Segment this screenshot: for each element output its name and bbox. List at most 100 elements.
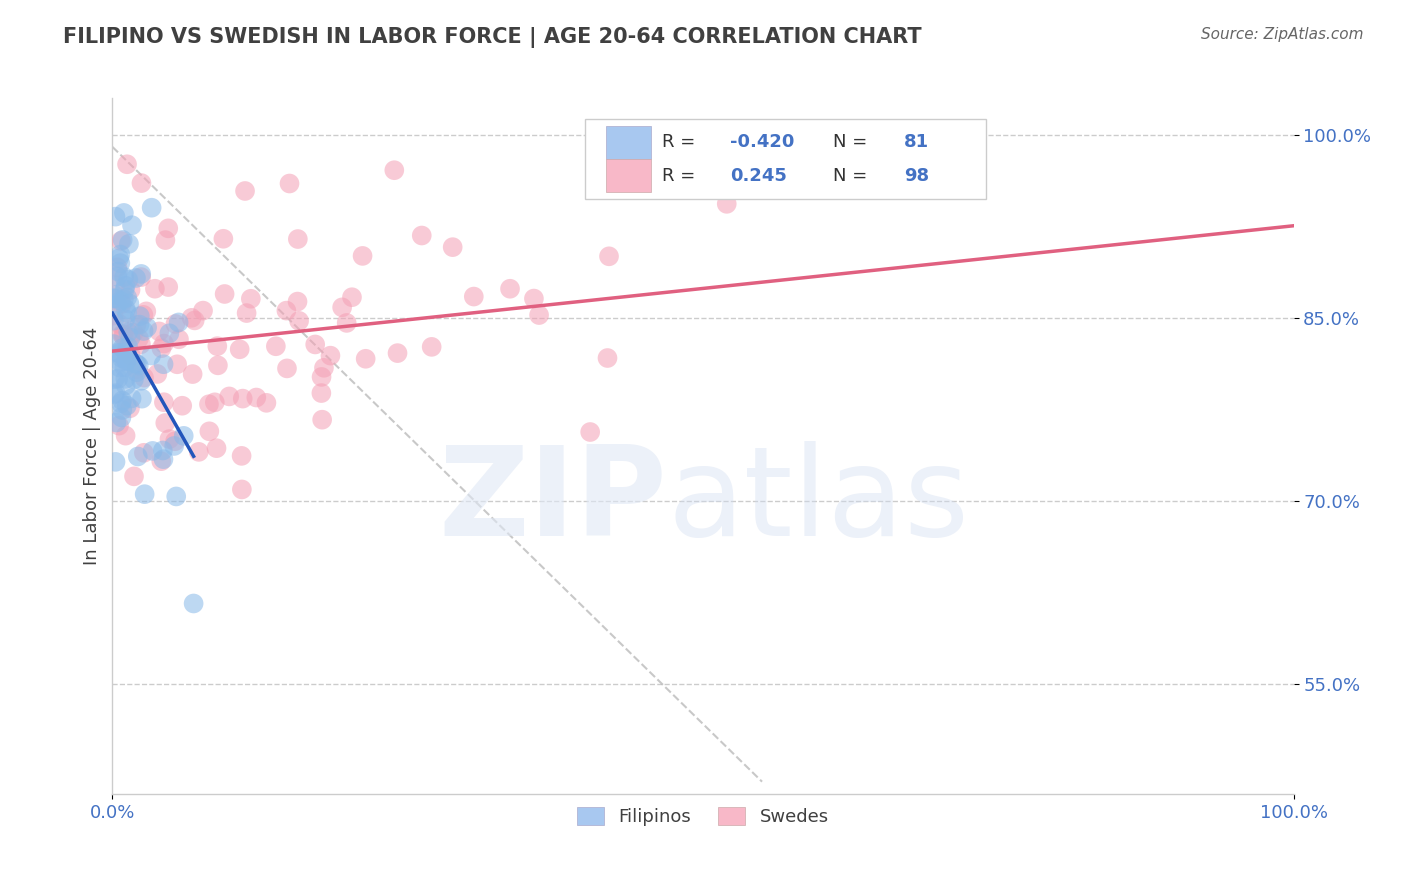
Point <box>107 345 129 359</box>
Text: N =: N = <box>832 167 868 185</box>
FancyBboxPatch shape <box>606 159 651 192</box>
Point <box>103 309 125 323</box>
Point <box>141 349 163 363</box>
Point <box>111 327 134 342</box>
Point <box>165 317 187 331</box>
Point <box>146 367 169 381</box>
Point <box>117 340 139 354</box>
Point <box>150 341 173 355</box>
Point <box>387 346 409 360</box>
Point <box>288 314 311 328</box>
Point <box>239 292 262 306</box>
Point <box>245 391 267 405</box>
Point <box>304 337 326 351</box>
Point <box>311 412 333 426</box>
Point <box>114 372 136 386</box>
Legend: Filipinos, Swedes: Filipinos, Swedes <box>569 800 837 833</box>
Point <box>103 292 125 306</box>
Point <box>340 290 363 304</box>
Point <box>319 349 342 363</box>
Point <box>527 308 550 322</box>
FancyBboxPatch shape <box>606 126 651 160</box>
Point <box>336 316 359 330</box>
Point <box>117 306 139 320</box>
Point <box>228 343 250 357</box>
Point <box>276 361 298 376</box>
Point <box>163 434 186 449</box>
Text: -0.420: -0.420 <box>730 133 794 151</box>
Point <box>103 387 125 401</box>
Point <box>173 429 195 443</box>
Point <box>125 365 148 379</box>
Point <box>411 228 433 243</box>
Point <box>132 446 155 460</box>
Point <box>420 340 443 354</box>
Point <box>115 354 138 368</box>
Point <box>105 269 128 284</box>
Point <box>120 330 142 344</box>
Point <box>129 267 152 281</box>
Point <box>205 441 228 455</box>
Text: ZIP: ZIP <box>439 442 668 562</box>
Point <box>104 210 127 224</box>
Text: 81: 81 <box>904 133 929 151</box>
Point <box>110 234 132 248</box>
Point <box>232 392 254 406</box>
Y-axis label: In Labor Force | Age 20-64: In Labor Force | Age 20-64 <box>83 326 101 566</box>
Point <box>134 487 156 501</box>
Point <box>105 297 128 311</box>
Point <box>254 396 277 410</box>
Point <box>231 483 253 497</box>
Point <box>112 360 135 375</box>
Point <box>152 443 174 458</box>
Point <box>183 313 205 327</box>
Point <box>111 393 134 408</box>
Point <box>114 378 136 392</box>
Point <box>103 288 125 302</box>
Point <box>107 260 129 275</box>
Point <box>125 271 148 285</box>
Point <box>153 395 176 409</box>
Point <box>352 249 374 263</box>
Point <box>131 392 153 406</box>
Point <box>110 410 132 425</box>
Point <box>118 296 141 310</box>
Point <box>132 324 155 338</box>
Text: Source: ZipAtlas.com: Source: ZipAtlas.com <box>1201 27 1364 42</box>
Point <box>117 273 139 287</box>
Point <box>122 326 145 340</box>
Point <box>181 367 204 381</box>
Point <box>136 320 159 334</box>
Point <box>231 449 253 463</box>
Point <box>108 317 131 331</box>
Point <box>463 289 485 303</box>
Point <box>124 356 146 370</box>
Point <box>120 349 142 363</box>
Point <box>118 401 141 416</box>
Point <box>112 327 135 342</box>
Point <box>131 176 153 190</box>
Point <box>235 306 257 320</box>
Point <box>118 236 141 251</box>
Point <box>264 339 287 353</box>
Point <box>115 302 138 317</box>
Point <box>198 397 221 411</box>
Point <box>128 359 150 373</box>
Point <box>114 282 136 296</box>
Point <box>108 418 131 433</box>
Point <box>120 283 142 297</box>
Point <box>112 293 135 307</box>
Point <box>125 362 148 376</box>
Point <box>155 416 177 430</box>
Text: 0.245: 0.245 <box>730 167 787 185</box>
Point <box>330 301 353 315</box>
Point <box>596 351 619 365</box>
Point <box>125 357 148 371</box>
Point <box>104 278 127 293</box>
Point <box>148 325 170 339</box>
Point <box>114 312 136 326</box>
FancyBboxPatch shape <box>585 119 987 199</box>
Point <box>108 360 131 375</box>
Point <box>115 353 138 368</box>
Text: N =: N = <box>832 133 868 151</box>
